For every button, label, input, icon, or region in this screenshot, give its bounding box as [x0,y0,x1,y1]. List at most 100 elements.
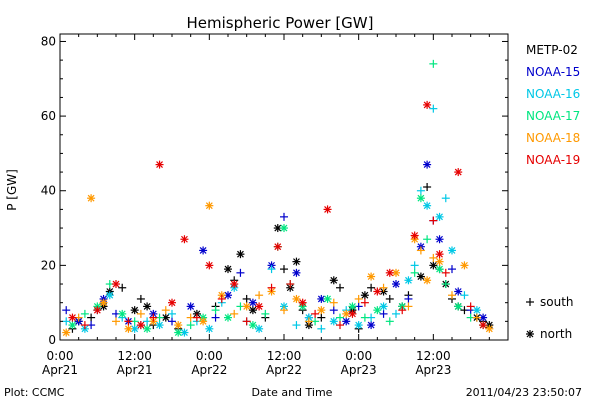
data-point-noaa-19-north [112,280,120,289]
data-point-noaa-15-south [379,309,388,318]
x-tick-date-label: Apr21 [42,363,78,377]
data-point-noaa-18-south [416,246,425,255]
data-point-metp-02-north [130,306,139,315]
data-point-noaa-17-south [80,309,89,318]
data-point-noaa-16-south [460,291,469,300]
legend-entry-metp-02: METP-02 [526,43,578,57]
data-point-noaa-17-north [416,194,425,203]
data-point-noaa-18-north [423,276,432,285]
data-point-noaa-19-north [454,168,463,177]
data-point-noaa-18-north [435,257,444,266]
data-point-metp-02-north [248,306,257,315]
data-point-noaa-15-north [454,287,463,296]
data-point-noaa-18-south [448,291,456,300]
data-point-noaa-18-south [161,306,170,315]
data-point-noaa-15-north [292,268,301,277]
data-point-noaa-18-south [280,306,288,315]
data-point-noaa-15-south [168,317,176,326]
data-point-noaa-18-south [354,294,363,303]
data-point-metp-02-south [87,313,96,322]
data-point-noaa-15-south [236,268,245,277]
data-point-metp-02-south [423,183,432,191]
data-point-noaa-19-south [267,283,276,292]
x-tick-date-label: Apr22 [191,363,227,377]
data-point-metp-02-south [242,294,251,303]
x-tick-date-label: Apr23 [415,363,451,377]
data-point-noaa-19-south [336,321,344,330]
data-point-noaa-18-north [124,324,133,333]
data-point-noaa-18-north [242,302,251,311]
data-point-noaa-18-north [62,328,71,337]
data-points [62,59,494,337]
data-point-noaa-19-south [360,298,369,307]
data-point-noaa-18-north [99,298,108,307]
data-point-noaa-17-south [360,313,369,322]
data-point-noaa-17-south [211,306,220,315]
data-point-noaa-17-north [373,306,382,315]
data-point-noaa-18-north [199,317,208,326]
data-point-noaa-17-north [248,321,257,330]
data-point-noaa-15-south [211,313,220,322]
legend-marker-north: north [540,327,572,341]
data-point-noaa-17-south [385,317,394,326]
data-point-metp-02-north [224,265,232,274]
data-point-noaa-19-north [93,306,102,315]
data-point-noaa-15-north [392,280,400,289]
y-tick-label: 20 [41,258,56,272]
data-point-noaa-18-south [304,317,313,326]
y-tick-label: 0 [48,333,56,347]
data-point-noaa-15-south [329,306,338,315]
data-point-metp-02-north [416,272,425,281]
data-point-noaa-16-north [448,246,456,255]
x-tick-time-label: 0:00 [47,349,74,363]
data-point-noaa-19-south [124,317,133,326]
data-point-noaa-19-south [80,321,89,330]
data-point-noaa-17-north [435,265,444,274]
data-point-noaa-15-north [186,302,195,311]
x-tick-date-label: Apr23 [341,363,377,377]
data-point-noaa-16-north [404,276,413,285]
legend-marker-south-icon [526,298,534,306]
data-point-noaa-16-south [416,186,425,195]
data-point-noaa-19-north [373,287,382,296]
data-point-metp-02-south [118,283,127,292]
data-point-noaa-15-north [342,317,351,326]
data-point-noaa-15-south [280,212,288,221]
data-point-noaa-17-south [441,280,450,289]
data-point-noaa-16-north [423,201,432,210]
data-point-noaa-18-north [317,306,326,315]
data-point-noaa-16-north [155,321,164,330]
legend-entry-noaa-16: NOAA-16 [526,87,580,101]
data-point-noaa-19-north [155,160,164,169]
data-point-noaa-19-north [273,242,282,251]
data-point-noaa-17-south [423,235,432,244]
data-point-noaa-18-south [112,317,120,326]
x-tick-time-label: 12:00 [416,349,451,363]
data-point-noaa-19-south [311,309,320,318]
data-point-noaa-17-south [261,309,270,318]
data-point-metp-02-south [280,265,288,274]
legend: METP-02 NOAA-15 NOAA-16 NOAA-17 NOAA-18 NOAA-… [526,43,580,341]
data-point-metp-02-south [367,283,376,292]
data-point-noaa-15-north [248,298,257,307]
legend-entry-noaa-17: NOAA-17 [526,109,580,123]
data-point-noaa-18-north [87,194,96,203]
y-tick-label: 40 [41,184,56,198]
data-point-noaa-16-south [168,309,176,318]
data-point-metp-02-north [292,257,301,266]
chart-title: Hemispheric Power [GW] [187,14,374,32]
data-point-noaa-15-south [404,294,413,303]
data-point-noaa-15-north [423,160,432,169]
data-point-noaa-19-north [205,261,214,270]
legend-entry-noaa-19: NOAA-19 [526,153,580,167]
data-point-noaa-18-south [379,283,388,292]
data-point-noaa-17-south [186,321,195,330]
data-point-noaa-17-north [143,324,152,333]
data-point-metp-02-north [236,250,245,259]
data-point-noaa-18-south [255,291,264,300]
data-point-noaa-18-north [205,201,214,210]
data-point-noaa-16-south [317,324,326,333]
data-point-noaa-16-north [379,302,388,311]
data-point-noaa-17-north [174,328,183,337]
